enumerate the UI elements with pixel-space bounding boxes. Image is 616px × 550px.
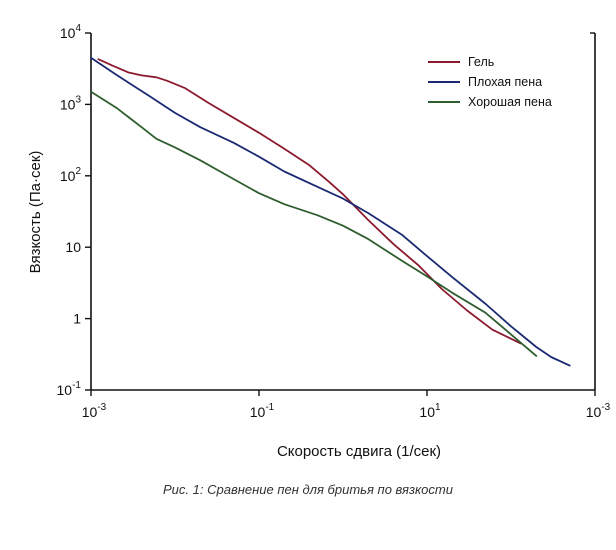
x-tick-label: 10-3 <box>586 402 611 420</box>
x-tick-label: 10-1 <box>250 402 275 420</box>
x-axis-title: Скорость сдвига (1/сек) <box>277 443 441 460</box>
y-tick-label: 103 <box>60 94 82 112</box>
legend-label-3: Хорошая пена <box>468 95 552 109</box>
series-line-3 <box>90 90 538 357</box>
y-tick-label: 104 <box>60 23 82 41</box>
figure-caption: Рис. 1: Сравнение пен для бритья по вязк… <box>163 482 453 497</box>
y-tick-label: 1 <box>73 311 81 327</box>
legend: Гель Плохая пена Хорошая пена <box>428 55 552 109</box>
x-tick-label: 101 <box>419 402 441 420</box>
series-layer <box>90 56 571 367</box>
y-tick-label: 102 <box>60 166 82 184</box>
y-tick-label: 10-1 <box>57 380 82 398</box>
legend-label-2: Плохая пена <box>468 75 542 89</box>
x-tick-label: 10-3 <box>82 402 107 420</box>
legend-label-1: Гель <box>468 55 494 69</box>
series-line-2 <box>90 56 571 367</box>
y-tick-label: 10 <box>65 239 81 255</box>
y-axis-title: Вязкость (Па·сек) <box>27 151 44 274</box>
